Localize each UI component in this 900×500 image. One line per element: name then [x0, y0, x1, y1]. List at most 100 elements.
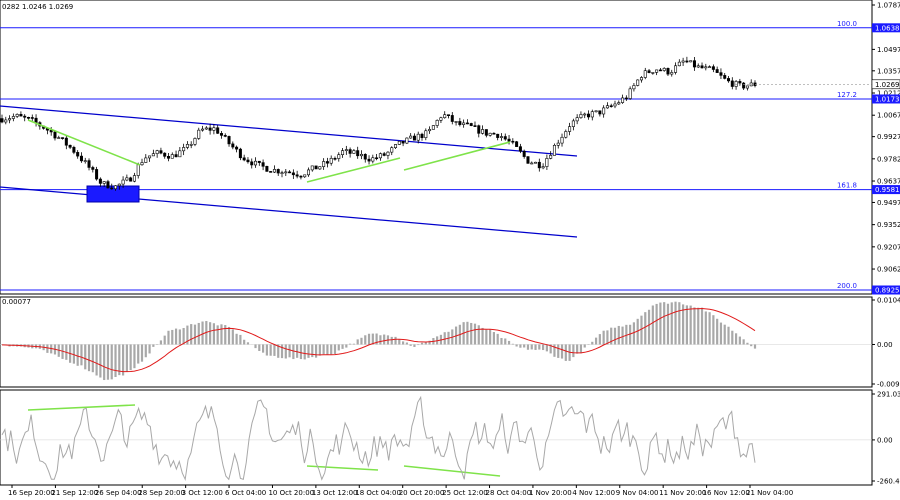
candle-body [465, 122, 469, 125]
price-tick-label: 1.0067 [877, 112, 900, 120]
candle-body [148, 155, 152, 159]
fib-price-tag-text: 0.8925 [875, 287, 900, 295]
candle-body [719, 72, 723, 76]
candle-body [242, 157, 246, 161]
candle-body [579, 114, 583, 118]
time-tick-label: 20 Oct 20:00 [399, 489, 445, 497]
candle-body [231, 143, 235, 148]
candle-body [681, 60, 685, 63]
divergence-cci-line-3[interactable] [403, 465, 501, 477]
candle-body [144, 157, 148, 163]
candle-body [390, 147, 394, 153]
candle-body [0, 118, 4, 123]
candle-body [692, 60, 696, 68]
candle-body [447, 114, 451, 116]
candle-body [685, 60, 689, 63]
time-tick-label: 4 Nov 12:00 [572, 489, 615, 497]
time-tick-label: 21 Sep 12:00 [51, 489, 98, 497]
candle-body [280, 172, 284, 174]
price-tick-label: 0.9352 [877, 221, 900, 229]
candle-body [473, 125, 477, 127]
candle-body [212, 127, 216, 131]
candle-body [64, 137, 68, 146]
candle-body [647, 70, 651, 73]
candle-body [496, 133, 500, 138]
price-tick-label: 0.9927 [877, 133, 900, 141]
candle-body [518, 146, 522, 152]
fib-level-label: 161.8 [837, 182, 857, 190]
candle-body [53, 131, 57, 139]
candle-body [303, 174, 307, 178]
candle-body [658, 69, 662, 72]
candle-body [420, 133, 424, 138]
time-tick-label: 9 Nov 04:00 [616, 489, 659, 497]
candle-body [594, 110, 598, 113]
candle-body [98, 178, 102, 184]
fib-price-tag [872, 285, 900, 295]
candle-body [337, 154, 341, 159]
support-zone-box[interactable] [86, 185, 140, 203]
candle-body [265, 165, 269, 172]
candle-body [72, 147, 76, 153]
candle-body [662, 68, 666, 71]
candle-body [590, 111, 594, 118]
candle-body [49, 129, 53, 133]
candle-body [114, 185, 118, 190]
candle-body [193, 138, 197, 145]
divergence-lines[interactable] [27, 119, 511, 477]
macd-signal-line [1, 307, 756, 373]
candle-body [583, 113, 587, 116]
pane-borders [0, 0, 873, 486]
candle-body [568, 126, 572, 132]
candle-body [632, 85, 636, 90]
candle-body [261, 162, 265, 167]
candle-body [605, 105, 609, 109]
candle-body [439, 117, 443, 121]
time-tick-label: 1 Nov 20:00 [529, 489, 572, 497]
candle-body [4, 119, 8, 123]
candle-body [257, 160, 261, 163]
candle-body [431, 125, 435, 130]
candle-body [481, 129, 485, 134]
candle-body [628, 88, 632, 99]
candle-body [125, 177, 129, 181]
candle-body [522, 150, 526, 157]
candle-body [674, 65, 678, 73]
candle-body [34, 117, 38, 123]
divergence-price-line-3[interactable] [403, 141, 511, 171]
channel-upper-line[interactable] [0, 105, 578, 157]
candle-body [428, 129, 432, 132]
candle-body [636, 79, 640, 86]
candle-body [166, 156, 170, 159]
divergence-cci-line-2[interactable] [306, 465, 379, 471]
ohlc-readout: 0282 1.0246 1.0269 [2, 3, 73, 11]
candle-body [295, 174, 299, 177]
candlesticks [0, 56, 757, 191]
candle-body [197, 129, 201, 139]
candle-body [549, 155, 553, 159]
time-tick-label: 13 Oct 12:00 [312, 489, 358, 497]
candle-body [742, 82, 746, 89]
fib-level-label: 127.2 [837, 91, 857, 99]
price-tick-label: 1.0787 [877, 2, 900, 10]
fibonacci-levels [0, 27, 872, 291]
divergence-price-line-1[interactable] [27, 119, 141, 166]
candle-body [15, 114, 19, 117]
candle-body [696, 65, 700, 68]
candle-body [424, 130, 428, 138]
candle-body [185, 144, 189, 148]
candle-body [329, 157, 333, 164]
divergence-price-line-2[interactable] [306, 157, 401, 183]
macd-header-value: 0.00077 [2, 298, 31, 306]
candle-body [617, 102, 621, 105]
candle-body [159, 150, 163, 154]
candle-body [454, 121, 458, 123]
divergence-cci-line-1[interactable] [27, 404, 136, 411]
time-tick-label: 6 Oct 04:00 [225, 489, 266, 497]
candle-body [276, 169, 280, 174]
candle-body [484, 129, 488, 136]
candle-body [121, 179, 125, 185]
candle-body [102, 181, 106, 184]
